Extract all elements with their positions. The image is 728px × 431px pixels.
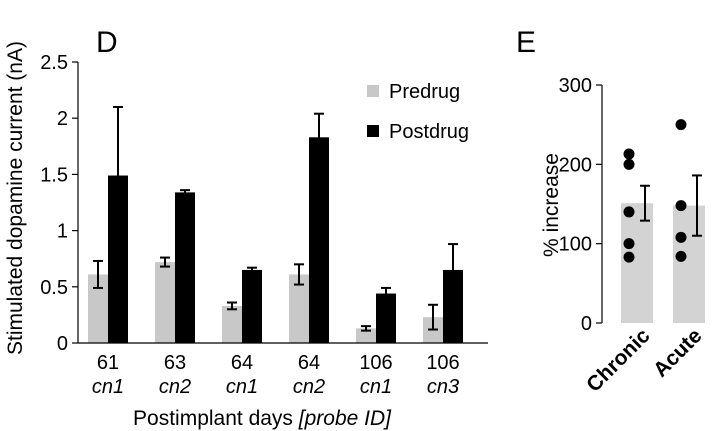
panel-e-y-tick-label: 0 bbox=[581, 313, 592, 335]
panel-e-data-point bbox=[623, 238, 635, 250]
panel-d-y-tick-label: 2 bbox=[57, 108, 68, 130]
panel-d-y-tick-label: 0 bbox=[57, 333, 68, 355]
panel-d-y-tick-label: 0.5 bbox=[40, 277, 68, 299]
panel-d-y-tick-label: 1.5 bbox=[40, 164, 68, 186]
panel-d-y-ticks: 0 0.5 1 1.5 2 2.5 bbox=[40, 52, 78, 355]
panel-d-y-tick-label: 2.5 bbox=[40, 52, 68, 74]
panel-d-x-tick-day: 63 bbox=[164, 352, 186, 374]
panel-d-bars bbox=[88, 105, 463, 343]
panel-e-x-tick-label: Acute bbox=[649, 324, 707, 382]
panel-d-x-tick-probe: cn2 bbox=[159, 376, 191, 398]
panel-e-data-point bbox=[675, 231, 687, 243]
panel-d-bar-postdrug bbox=[108, 175, 128, 343]
panel-d-legend-swatch-postdrug bbox=[367, 125, 379, 137]
panel-e-bar-acute bbox=[673, 205, 705, 323]
panel-d-label: D bbox=[96, 26, 118, 59]
panel-e-data-point bbox=[623, 148, 635, 160]
panel-e-y-axis-label: % increase bbox=[540, 153, 563, 257]
panel-d-bar-postdrug bbox=[376, 293, 396, 343]
panel-d-x-tick-day: 64 bbox=[231, 352, 253, 374]
panel-d-x-tick-probe: cn1 bbox=[226, 376, 258, 398]
panel-e-y-tick-label: 200 bbox=[559, 154, 592, 176]
panel-e-bar-chronic bbox=[621, 203, 653, 323]
panel-d-x-axis-label: Postimplant days [probe ID] bbox=[133, 407, 392, 430]
panel-e-data-point bbox=[675, 250, 687, 262]
panel-d-x-tick-probe: cn3 bbox=[427, 376, 459, 398]
panel-d-x-tick-probe: cn1 bbox=[92, 376, 124, 398]
panel-d-bar-postdrug bbox=[242, 269, 262, 343]
panel-d-legend-swatch-predrug bbox=[367, 85, 379, 97]
panel-d-x-tick-probe: cn1 bbox=[360, 376, 392, 398]
panel-d: D Stimulated dopamine current (nA) 0 0.5 1… bbox=[4, 26, 488, 430]
panel-d-x-tick-day: 61 bbox=[97, 352, 119, 374]
panel-d-y-tick-label: 1 bbox=[57, 221, 68, 243]
panel-d-bar-predrug bbox=[289, 274, 309, 343]
panel-e-y-tick-label: 300 bbox=[559, 75, 592, 97]
panel-d-bar-postdrug bbox=[175, 192, 195, 343]
panel-e-y-ticks: 0 100 200 300 bbox=[559, 75, 602, 335]
panel-d-x-tick-probe: cn2 bbox=[293, 376, 325, 398]
panel-e-label: E bbox=[516, 26, 536, 59]
panel-d-legend-label-predrug: Predrug bbox=[389, 81, 460, 103]
panel-e-data-point bbox=[675, 119, 687, 131]
panel-d-legend: Predrug Postdrug bbox=[367, 81, 469, 143]
panel-d-bar-predrug bbox=[88, 274, 108, 343]
panel-d-bar-predrug bbox=[155, 262, 175, 343]
panel-d-bar-postdrug bbox=[309, 137, 329, 343]
panel-e-data-point bbox=[623, 206, 635, 218]
panel-e-x-tick-label: Chronic bbox=[582, 324, 655, 397]
panel-d-bar-predrug bbox=[222, 305, 242, 343]
panel-d-x-tick-day: 106 bbox=[426, 352, 459, 374]
panel-e-data-point bbox=[623, 158, 635, 170]
panel-d-x-tick-day: 64 bbox=[298, 352, 320, 374]
panel-d-legend-label-postdrug: Postdrug bbox=[389, 121, 469, 143]
panel-d-bar-postdrug bbox=[443, 269, 463, 343]
panel-e-y-tick-label: 100 bbox=[559, 234, 592, 256]
panel-d-y-axis-label: Stimulated dopamine current (nA) bbox=[4, 41, 27, 355]
panel-e-bars bbox=[621, 119, 705, 323]
panel-d-x-axis-label-main: Postimplant days bbox=[133, 407, 299, 430]
panel-d-bar-predrug bbox=[356, 328, 376, 343]
panel-d-x-axis-label-probe: [probe ID] bbox=[298, 407, 392, 430]
panel-e-data-point bbox=[675, 200, 687, 212]
panel-e-data-point bbox=[623, 251, 635, 263]
panel-d-x-tick-day: 106 bbox=[359, 352, 392, 374]
